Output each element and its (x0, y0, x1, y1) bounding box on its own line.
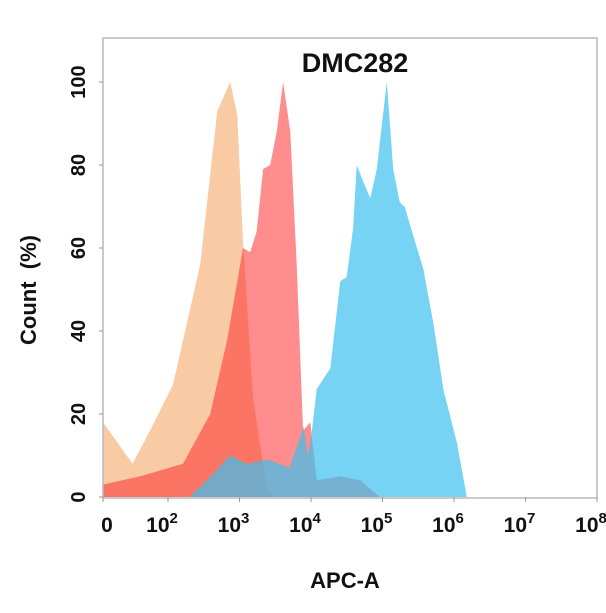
x-tick-label: 104 (289, 510, 321, 537)
x-tick-label: 107 (504, 510, 536, 537)
chart-title: DMC282 (302, 48, 409, 78)
y-tick-label: 20 (68, 403, 90, 425)
y-axis-label: Count (%) (16, 235, 41, 345)
y-tick-label: 100 (68, 65, 90, 98)
x-tick-label: 0 (101, 514, 113, 537)
y-tick-label: 80 (68, 154, 90, 176)
histogram-series-3 (189, 82, 467, 497)
y-tick-label: 40 (68, 320, 90, 342)
x-tick-label: 102 (146, 510, 178, 537)
x-tick-label: 105 (361, 510, 393, 537)
x-axis-label: APC-A (310, 568, 380, 593)
plot-frame (102, 37, 598, 499)
y-tick-label: 0 (68, 491, 90, 502)
x-tick-label: 106 (432, 510, 464, 537)
histogram-series-2 (103, 82, 380, 497)
x-tick-label: 108 (575, 510, 606, 537)
y-tick-label: 60 (68, 237, 90, 259)
x-tick-label: 103 (218, 510, 250, 537)
